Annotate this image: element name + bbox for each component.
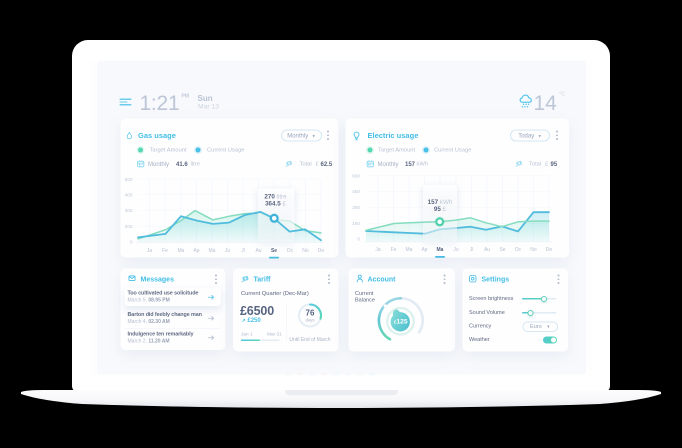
- svg-text:No: No: [302, 248, 309, 254]
- svg-text:Ma: Ma: [209, 248, 216, 254]
- svg-text:Se: Se: [499, 247, 505, 253]
- svg-text:Oc: Oc: [287, 248, 294, 254]
- svg-text:300: 300: [352, 205, 360, 211]
- svg-text:0: 0: [357, 237, 360, 243]
- svg-text:400: 400: [125, 192, 133, 198]
- svg-text:De: De: [546, 247, 553, 253]
- svg-text:Ap: Ap: [193, 248, 199, 254]
- svg-text:Au: Au: [484, 247, 490, 253]
- svg-text:600: 600: [352, 173, 360, 179]
- svg-text:Ja: Ja: [147, 248, 153, 254]
- svg-text:Se: Se: [271, 248, 277, 254]
- svg-text:500: 500: [125, 177, 133, 183]
- svg-text:0: 0: [130, 240, 133, 246]
- svg-text:Ap: Ap: [421, 247, 427, 253]
- svg-text:450: 450: [352, 189, 360, 195]
- svg-text:De: De: [318, 248, 325, 254]
- svg-text:No: No: [530, 247, 537, 253]
- svg-text:Jl: Jl: [241, 248, 245, 254]
- svg-text:200: 200: [125, 224, 133, 230]
- svg-text:Fe: Fe: [391, 247, 397, 253]
- svg-text:300: 300: [125, 208, 133, 214]
- svg-text:Ja: Ja: [375, 247, 381, 253]
- svg-text:Ma: Ma: [406, 247, 413, 253]
- svg-text:Fe: Fe: [162, 248, 168, 254]
- svg-text:Au: Au: [255, 248, 261, 254]
- svg-text:Ma: Ma: [437, 247, 444, 253]
- svg-text:150: 150: [352, 221, 360, 227]
- svg-text:£125: £125: [394, 319, 408, 326]
- svg-text:Ju: Ju: [225, 248, 231, 254]
- svg-text:Oc: Oc: [515, 247, 522, 253]
- svg-text:Ju: Ju: [453, 247, 459, 253]
- svg-text:Jl: Jl: [470, 247, 474, 253]
- svg-text:Ma: Ma: [178, 248, 185, 254]
